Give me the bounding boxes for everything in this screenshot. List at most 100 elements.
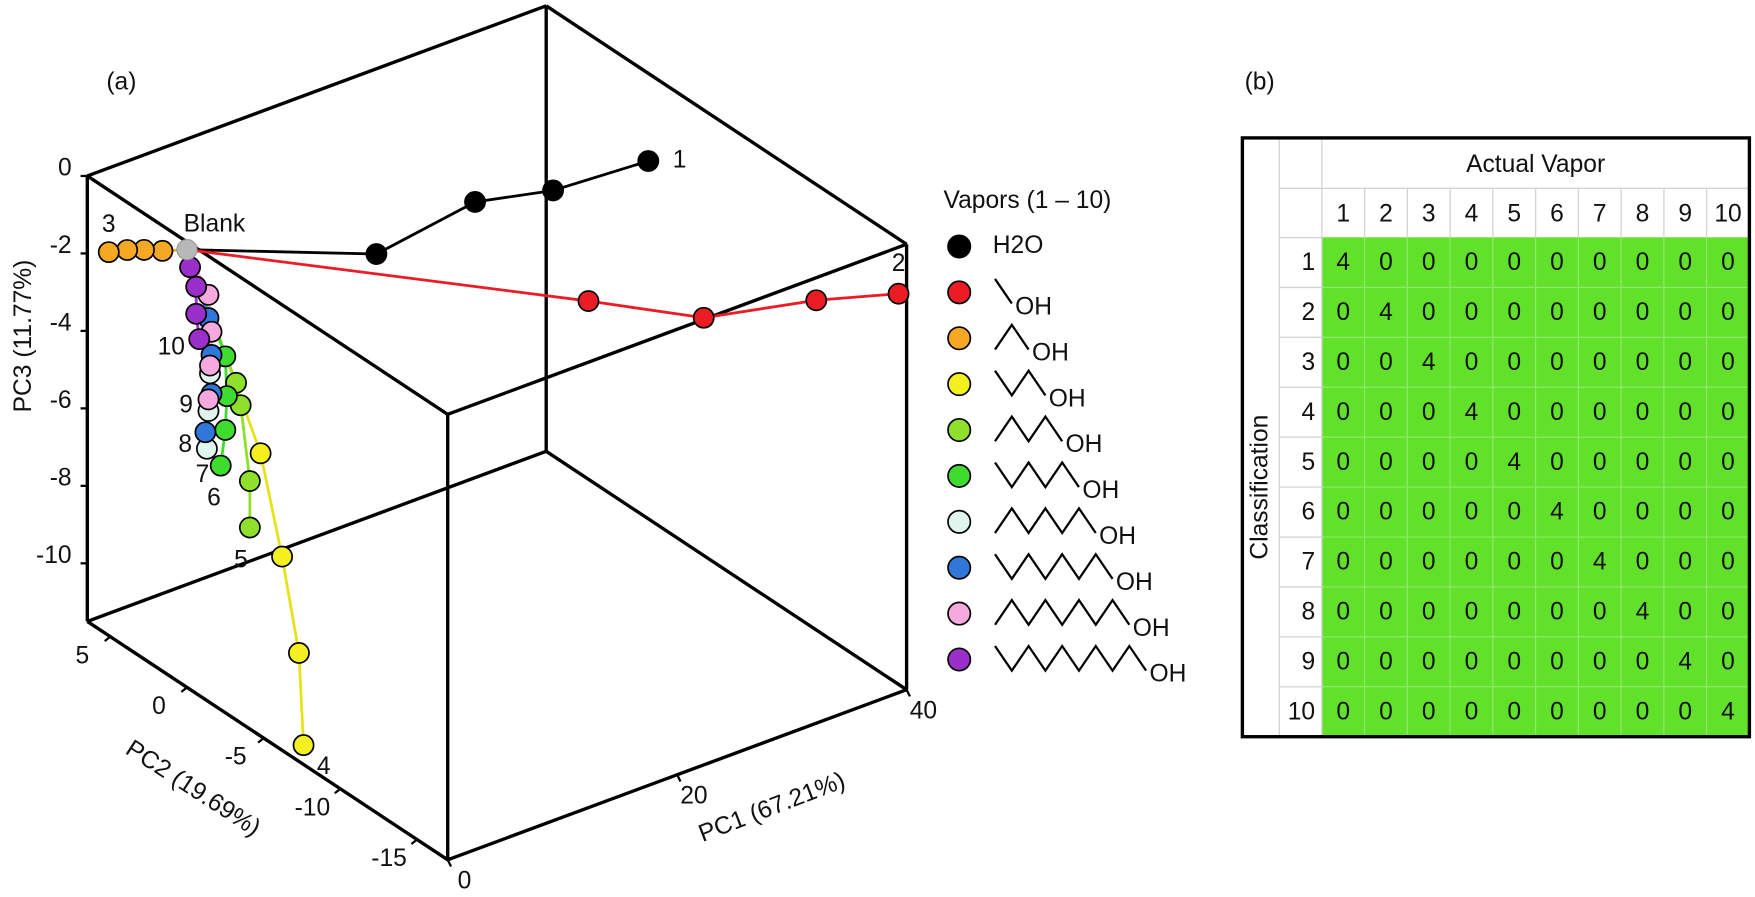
- table-cell-bg: [1406, 436, 1451, 488]
- box-edge: [86, 4, 547, 178]
- legend-marker: [947, 647, 972, 672]
- legend-label: OH: [1049, 385, 1086, 412]
- table-cell-bg: [1535, 486, 1579, 538]
- legend-structure: [994, 322, 1030, 351]
- legend-label: OH: [1149, 661, 1186, 688]
- y-tick: [180, 686, 188, 693]
- table-cell: 0: [1465, 698, 1479, 725]
- table-cell: 0: [1507, 549, 1521, 576]
- table-cell: 0: [1636, 648, 1650, 675]
- data-point: [288, 642, 310, 664]
- table-cell: 0: [1507, 349, 1521, 376]
- table-cell: 0: [1550, 698, 1564, 725]
- blank-label: Blank: [184, 211, 246, 238]
- data-point: [692, 306, 715, 329]
- table-cell-bg: [1321, 636, 1366, 688]
- data-point: [209, 454, 232, 477]
- table-cell: 0: [1636, 499, 1650, 526]
- row-label: 4: [1301, 399, 1315, 426]
- legend-marker: [947, 418, 972, 443]
- row-label: 3: [1301, 349, 1315, 376]
- table-cell: 0: [1550, 399, 1564, 426]
- table-cell-bg: [1535, 436, 1579, 488]
- table-cell: 0: [1465, 499, 1479, 526]
- series-line: [588, 292, 899, 320]
- table-cell-bg: [1321, 386, 1366, 438]
- table-cell: 0: [1636, 249, 1650, 276]
- row-label: 9: [1301, 648, 1315, 675]
- table-cell: 4: [1593, 549, 1607, 576]
- row-label: 6: [1301, 499, 1315, 526]
- table-cell: 0: [1678, 249, 1692, 276]
- table-cell: 0: [1336, 698, 1350, 725]
- table-cell: 0: [1336, 349, 1350, 376]
- box-edge: [86, 620, 449, 862]
- table-cell-bg: [1364, 436, 1408, 488]
- legend-label: OH: [1015, 294, 1052, 321]
- data-point: [238, 470, 261, 492]
- table-cell-bg: [1663, 486, 1708, 538]
- table-cell-bg: [1492, 236, 1537, 288]
- x-tick: [905, 689, 911, 697]
- table-cell-bg: [1449, 586, 1494, 638]
- y-tick-label: -10: [295, 794, 331, 821]
- table-cell: 0: [1465, 549, 1479, 576]
- table-cell: 0: [1379, 499, 1393, 526]
- legend-label: H2O: [993, 232, 1044, 259]
- table-cell: 0: [1550, 549, 1564, 576]
- table-cell: 0: [1550, 449, 1564, 476]
- data-point: [185, 302, 208, 325]
- z-axis-title: PC3 (11.77%): [10, 260, 37, 413]
- data-point: [188, 328, 211, 351]
- table-cell: 0: [1593, 399, 1607, 426]
- data-point: [271, 545, 293, 568]
- legend-structure: [994, 414, 1064, 444]
- table-cell: 0: [1422, 399, 1436, 426]
- column-label: 5: [1507, 201, 1521, 228]
- y-tick-label: 5: [75, 642, 89, 669]
- table-cell: 0: [1465, 449, 1479, 476]
- table-cell: 0: [1721, 599, 1735, 626]
- table-cell: 0: [1422, 648, 1436, 675]
- table-cell-bg: [1663, 336, 1708, 388]
- table-cell-bg: [1492, 486, 1537, 538]
- box-edge: [447, 242, 908, 416]
- table-cell: 0: [1721, 399, 1735, 426]
- row-label: 8: [1301, 599, 1315, 626]
- table-border: [1240, 136, 1752, 739]
- column-label: 1: [1336, 201, 1350, 228]
- y-tick-label: 0: [152, 693, 166, 720]
- y-tick-label: -5: [225, 744, 247, 771]
- row-label: 7: [1301, 549, 1315, 576]
- table-cell-bg: [1706, 386, 1750, 438]
- table-cell: 0: [1593, 499, 1607, 526]
- table-cell: 0: [1336, 549, 1350, 576]
- table-cell: 0: [1379, 549, 1393, 576]
- table-cell-bg: [1535, 336, 1579, 388]
- table-cell: 0: [1593, 648, 1607, 675]
- table-cell: 0: [1678, 299, 1692, 326]
- data-point: [464, 191, 486, 213]
- table-cell: 0: [1507, 499, 1521, 526]
- legend: Vapors (1 – 10) H2O OH OH OH OH OH OH OH OH OH: [944, 187, 1187, 687]
- table-cell: 0: [1465, 249, 1479, 276]
- series-tag: 9: [179, 392, 193, 419]
- data-point: [577, 290, 600, 312]
- y-tick: [334, 787, 342, 795]
- table-cell-bg: [1492, 536, 1537, 588]
- table-cell: 0: [1379, 349, 1393, 376]
- series-tag: 1: [673, 146, 687, 173]
- table-cell: 0: [1507, 698, 1521, 725]
- column-label: 3: [1422, 201, 1436, 228]
- legend-structure: [994, 278, 1013, 305]
- table-cell-bg: [1364, 536, 1408, 588]
- table-cell-bg: [1492, 436, 1537, 488]
- table-cell-bg: [1706, 436, 1750, 488]
- table-cell: 0: [1336, 599, 1350, 626]
- table-cell-bg: [1449, 336, 1494, 388]
- table-cell: 0: [1593, 449, 1607, 476]
- table-cell-bg: [1321, 536, 1366, 588]
- table-cell: 0: [1678, 698, 1692, 725]
- table-cell-bg: [1706, 286, 1750, 338]
- table-cell: 0: [1422, 299, 1436, 326]
